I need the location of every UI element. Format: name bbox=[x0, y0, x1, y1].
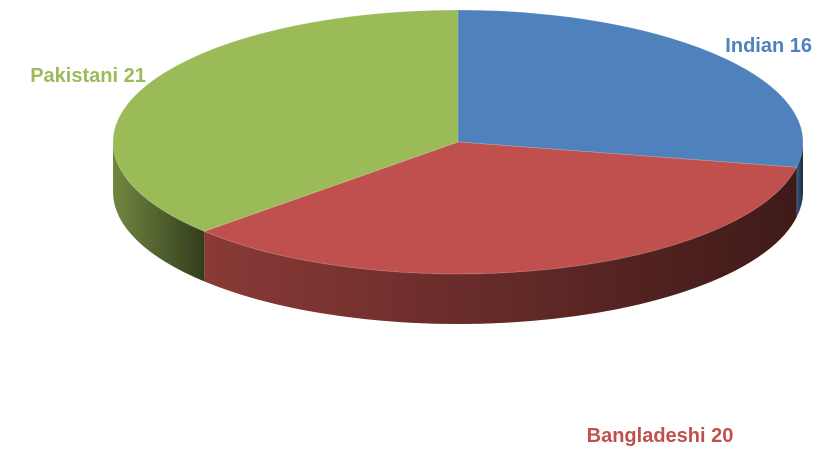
data-label-indian: Indian 16 bbox=[725, 35, 812, 57]
pie-slice-tops bbox=[112, 9, 804, 275]
pie-slice-bangladeshi bbox=[202, 141, 798, 275]
pie-slice-side-shade-bangladeshi bbox=[204, 167, 797, 324]
pie-slice-indian bbox=[457, 9, 804, 168]
pie-data-labels: Indian 16 Bangladeshi 20 Pakistani 21 bbox=[30, 35, 812, 447]
data-label-bangladeshi: Bangladeshi 20 bbox=[587, 425, 734, 447]
pie-slice-side-shade-indian bbox=[796, 142, 803, 218]
pie-slice-side-shade-pakistani bbox=[113, 142, 205, 282]
pie-slice-sides bbox=[113, 142, 803, 324]
data-label-pakistani: Pakistani 21 bbox=[30, 65, 146, 87]
pie-slice-pakistani bbox=[112, 9, 459, 232]
